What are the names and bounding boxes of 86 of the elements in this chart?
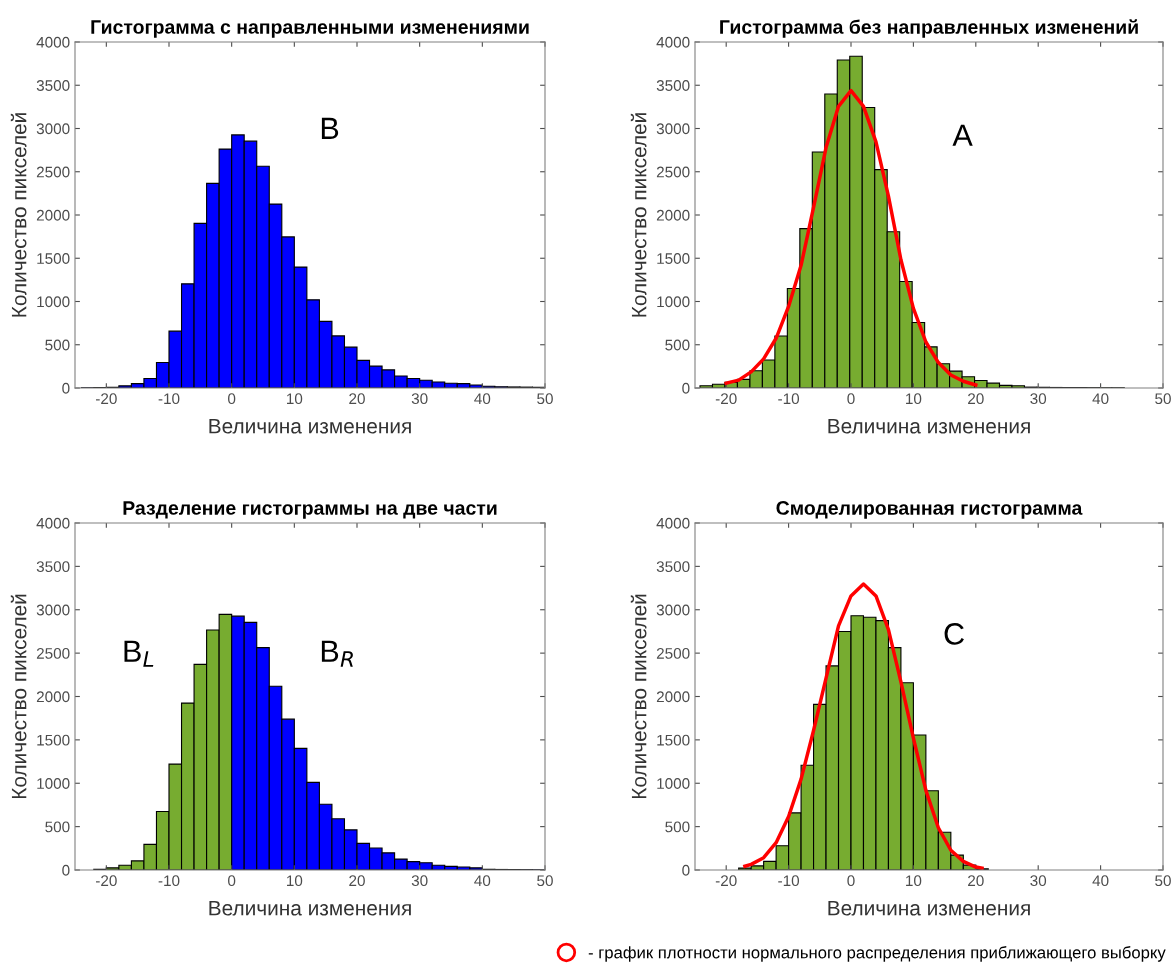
x-tick-label: 40 bbox=[1092, 875, 1109, 887]
x-tick-label: 50 bbox=[1155, 875, 1171, 887]
legend-label: - график плотности нормального распределения приближающего выборку bbox=[588, 946, 1166, 962]
y-tick-label: 3500 bbox=[36, 80, 70, 91]
y-tick-label: 1500 bbox=[37, 253, 70, 264]
y-tick-label: 3000 bbox=[656, 604, 690, 616]
annotation: B$_{L}$ bbox=[124, 640, 154, 667]
x-tick-label: 40 bbox=[474, 875, 491, 887]
x-tick-label: 20 bbox=[349, 393, 365, 405]
y-tick-label: 3000 bbox=[36, 123, 70, 135]
y-tick-label: 2000 bbox=[656, 209, 690, 221]
y-tick-label: 0 bbox=[682, 864, 690, 876]
x-tick-label: 20 bbox=[349, 875, 365, 887]
x-tick-label: -10 bbox=[778, 875, 800, 887]
x-tick-label: 50 bbox=[537, 875, 553, 887]
y-tick-label: 3000 bbox=[656, 123, 690, 135]
x-tick-label: 50 bbox=[1155, 393, 1171, 405]
x-axis-title: Величина изменения bbox=[828, 418, 1030, 434]
y-tick-label: 1500 bbox=[37, 734, 70, 746]
annotation: A bbox=[952, 124, 973, 146]
y-tick-label: 3500 bbox=[36, 561, 70, 573]
x-tick-label: 10 bbox=[906, 875, 922, 887]
y-tick-label: 500 bbox=[665, 821, 690, 833]
y-tick-label: 2500 bbox=[36, 647, 70, 659]
x-tick-label: -10 bbox=[158, 393, 180, 405]
y-tick-label: 2000 bbox=[656, 691, 690, 703]
x-tick-label: 0 bbox=[847, 875, 855, 887]
x-tick-label: 40 bbox=[474, 393, 491, 405]
y-tick-label: 0 bbox=[682, 382, 690, 394]
annotation: B bbox=[321, 117, 339, 139]
y-tick-label: 2000 bbox=[36, 691, 70, 703]
y-tick-label: 2000 bbox=[36, 209, 70, 221]
y-tick-label: 2500 bbox=[36, 166, 70, 178]
y-axis-title: Количество пикселей bbox=[630, 594, 647, 799]
y-axis-title: Количество пикселей bbox=[10, 594, 27, 799]
x-tick-label: 30 bbox=[1030, 875, 1047, 887]
x-tick-label: -10 bbox=[158, 875, 180, 887]
y-tick-label: 3500 bbox=[656, 80, 690, 91]
y-tick-label: 0 bbox=[62, 864, 70, 876]
x-tick-label: -20 bbox=[95, 875, 117, 887]
chart-title: Гистограмма с направленными изменениями bbox=[91, 20, 529, 38]
x-axis-title: Величина изменения bbox=[828, 900, 1030, 916]
x-tick-label: 50 bbox=[537, 393, 553, 405]
y-tick-label: 4000 bbox=[36, 36, 70, 48]
y-axis-title: Количество пикселей bbox=[630, 113, 647, 317]
y-tick-label: 3500 bbox=[656, 561, 690, 573]
x-tick-label: -10 bbox=[778, 393, 800, 405]
x-axis-title: Величина изменения bbox=[209, 418, 411, 434]
x-tick-label: -20 bbox=[715, 393, 737, 405]
y-tick-label: 500 bbox=[665, 339, 690, 351]
annotation: C bbox=[944, 623, 964, 645]
x-tick-label: 20 bbox=[968, 393, 984, 405]
y-tick-label: 3000 bbox=[36, 604, 70, 616]
y-tick-label: 2500 bbox=[656, 166, 690, 178]
y-tick-label: 500 bbox=[45, 339, 70, 351]
chart-title: Гистограмма без направленных изменений bbox=[720, 19, 1138, 38]
y-tick-label: 1000 bbox=[657, 296, 690, 308]
x-tick-label: 40 bbox=[1092, 393, 1109, 405]
x-tick-label: -20 bbox=[95, 393, 117, 405]
x-tick-label: 0 bbox=[228, 393, 236, 405]
x-tick-label: 10 bbox=[287, 393, 303, 405]
x-tick-label: 10 bbox=[906, 393, 922, 405]
y-tick-label: 0 bbox=[62, 382, 70, 394]
x-tick-label: 20 bbox=[968, 875, 984, 887]
y-tick-label: 500 bbox=[45, 821, 70, 833]
x-tick-label: 30 bbox=[1030, 393, 1047, 405]
y-axis-title: Количество пикселей bbox=[10, 113, 27, 317]
y-tick-label: 4000 bbox=[656, 517, 690, 529]
x-tick-label: 0 bbox=[847, 393, 855, 405]
x-axis-title: Величина изменения bbox=[209, 900, 411, 916]
y-tick-label: 2500 bbox=[656, 647, 690, 659]
x-tick-label: -20 bbox=[715, 875, 737, 887]
y-tick-label: 1500 bbox=[657, 253, 690, 264]
x-tick-label: 30 bbox=[411, 393, 428, 405]
y-tick-label: 1000 bbox=[37, 296, 70, 308]
x-tick-label: 0 bbox=[228, 875, 236, 887]
x-tick-label: 10 bbox=[287, 875, 303, 887]
y-tick-label: 4000 bbox=[656, 36, 690, 48]
chart-title: Разделение гистограммы на две части bbox=[123, 501, 497, 519]
y-tick-label: 1500 bbox=[657, 734, 690, 746]
annotation: B$_{R}$ bbox=[321, 640, 353, 667]
chart-title: Смоделированная гистограмма bbox=[776, 501, 1083, 519]
y-tick-label: 1000 bbox=[37, 778, 70, 789]
x-tick-label: 30 bbox=[411, 875, 428, 887]
y-tick-label: 4000 bbox=[36, 517, 70, 529]
y-tick-label: 1000 bbox=[657, 778, 690, 789]
